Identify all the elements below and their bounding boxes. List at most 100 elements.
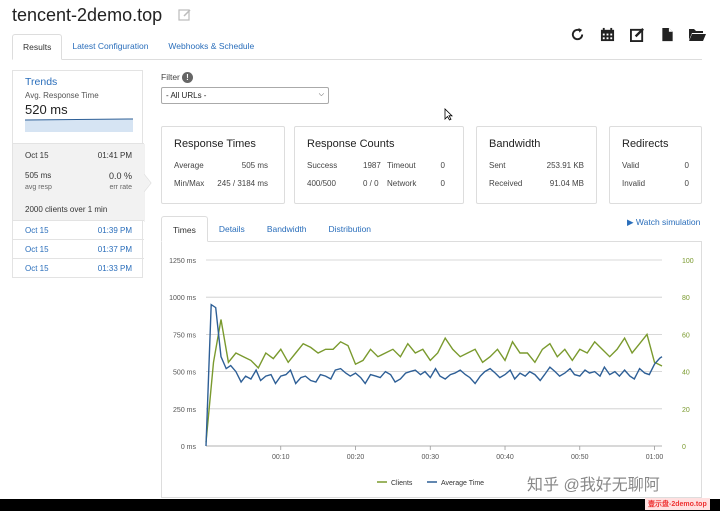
x-tick-label: 00:30 [421, 454, 439, 461]
timeout-value: 0 [440, 161, 445, 170]
tab-webhooks-schedule[interactable]: Webhooks & Schedule [168, 41, 255, 51]
play-icon: ▶ [627, 217, 634, 227]
x-tick-label: 00:20 [347, 454, 365, 461]
y-left-tick-label: 0 ms [181, 444, 197, 451]
average-value: 505 ms [241, 161, 268, 170]
y-left-tick-label: 250 ms [173, 407, 196, 414]
tab-results[interactable]: Results [12, 34, 63, 60]
history-time: 01:33 PM [97, 264, 132, 273]
x-tick-label: 00:40 [496, 454, 514, 461]
series-line-clients [205, 319, 663, 443]
current-avg-resp: 505 ms [25, 171, 52, 180]
y-right-tick-label: 40 [682, 370, 690, 377]
trends-title[interactable]: Trends [25, 76, 58, 88]
chart-tabs: Times Details Bandwidth Distribution [161, 216, 702, 242]
watch-simulation-link[interactable]: ▶ Watch simulation [627, 217, 700, 228]
history-time: 01:39 PM [97, 226, 132, 235]
legend-label: Average Time [441, 480, 484, 487]
file-icon[interactable] [658, 25, 676, 43]
watermark-badge: 壹示盘-2demo.top [645, 498, 710, 510]
x-tick-label: 00:50 [571, 454, 589, 461]
valid-value: 0 [684, 161, 689, 170]
tab-times[interactable]: Times [161, 216, 208, 242]
selection-arrow [144, 144, 152, 222]
average-label: Average [174, 161, 204, 170]
sent-label: Sent [489, 161, 506, 170]
y-right-tick-label: 80 [682, 295, 690, 302]
main-tabs: Results Latest Configuration Webhooks & … [12, 34, 702, 60]
success-label: Success [307, 161, 338, 170]
bandwidth-title: Bandwidth [489, 138, 541, 150]
y-right-tick-label: 100 [682, 258, 694, 265]
network-value: 0 [440, 179, 445, 188]
tab-bandwidth[interactable]: Bandwidth [266, 224, 307, 234]
edit-icon[interactable] [628, 25, 646, 43]
history-date: Oct 15 [25, 226, 49, 235]
http-400-500-label: 400/500 [307, 179, 336, 188]
response-counts-title: Response Counts [307, 138, 395, 150]
current-err-rate-label: err rate [109, 184, 132, 191]
history-item[interactable]: Oct 15 01:37 PM [13, 240, 144, 259]
history-date: Oct 15 [25, 245, 49, 254]
times-chart-panel: 0 ms 250 ms 500 ms 750 ms 1000 ms 1250 ms 0 20 4… [161, 242, 702, 498]
watch-simulation-label: Watch simulation [635, 217, 701, 227]
y-right-tick-label: 20 [682, 407, 690, 414]
edit-title-icon[interactable] [178, 8, 192, 22]
tab-distribution[interactable]: Distribution [328, 224, 372, 234]
trends-value: 520 ms [25, 102, 68, 117]
http-400-500-value: 0 / 0 [363, 179, 379, 188]
bottom-bar [0, 499, 720, 511]
redirects-card: Redirects Valid 0 Invalid 0 [609, 126, 702, 204]
url-filter-value: - All URLs - [166, 91, 207, 100]
x-tick-label: 00:10 [272, 454, 290, 461]
response-times-card: Response Times Average 505 ms Min/Max 24… [161, 126, 285, 204]
trends-sidebar: Trends Avg. Response Time 520 ms Oct 15 … [12, 70, 152, 278]
chevron-down-icon: ⌵ [318, 91, 324, 98]
y-right-tick-label: 60 [682, 332, 690, 339]
refresh-icon[interactable] [568, 25, 586, 43]
filter-label: Filter [161, 72, 180, 82]
y-left-tick-label: 500 ms [173, 370, 196, 377]
current-time: 01:41 PM [97, 151, 132, 160]
tab-latest-configuration[interactable]: Latest Configuration [72, 41, 149, 51]
url-filter-select[interactable]: - All URLs - ⌵ [161, 87, 329, 104]
success-value: 1987 [363, 161, 381, 170]
redirects-title: Redirects [622, 138, 669, 150]
tab-details[interactable]: Details [218, 224, 245, 234]
current-clients: 2000 clients over 1 min [25, 205, 108, 214]
invalid-value: 0 [684, 179, 689, 188]
calendar-icon[interactable] [598, 25, 616, 43]
trends-sparkline [25, 118, 133, 132]
received-value: 91.04 MB [549, 179, 584, 188]
invalid-label: Invalid [622, 179, 646, 188]
y-right-tick-label: 0 [682, 444, 686, 451]
minmax-label: Min/Max [174, 179, 205, 188]
mouse-cursor-icon [444, 108, 453, 121]
y-left-tick-label: 1250 ms [169, 258, 196, 265]
minmax-value: 245 / 3184 ms [217, 179, 268, 188]
history-time: 01:37 PM [97, 245, 132, 254]
info-icon[interactable]: ! [182, 72, 193, 83]
folder-open-icon[interactable] [688, 25, 706, 43]
watermark-text: 知乎 @我好无聊阿 [527, 477, 660, 494]
legend-label: Clients [391, 480, 413, 487]
response-times-title: Response Times [174, 138, 256, 150]
times-chart: 0 ms 250 ms 500 ms 750 ms 1000 ms 1250 ms 0 20 4… [169, 258, 694, 487]
trends-subtitle: Avg. Response Time [25, 91, 99, 100]
bandwidth-card: Bandwidth Sent 253.91 KB Received 91.04 … [476, 126, 597, 204]
x-tick-label: 01:00 [646, 454, 664, 461]
y-left-tick-label: 1000 ms [169, 295, 196, 302]
sent-value: 253.91 KB [546, 161, 584, 170]
toolbar [568, 25, 706, 43]
history-item[interactable]: Oct 15 01:39 PM [13, 221, 144, 240]
series-line-average-time [205, 303, 663, 447]
history-item[interactable]: Oct 15 01:33 PM [13, 259, 144, 278]
response-counts-card: Response Counts Success 1987 Timeout 0 4… [294, 126, 464, 204]
timeout-label: Timeout [387, 161, 416, 170]
history-date: Oct 15 [25, 264, 49, 273]
current-result-item[interactable]: Oct 15 01:41 PM 505 ms avg resp 0.0 % er… [13, 143, 152, 222]
network-label: Network [387, 179, 417, 188]
current-date: Oct 15 [25, 151, 49, 160]
y-left-tick-label: 750 ms [173, 332, 196, 339]
page-title: tencent-2demo.top [12, 5, 163, 25]
